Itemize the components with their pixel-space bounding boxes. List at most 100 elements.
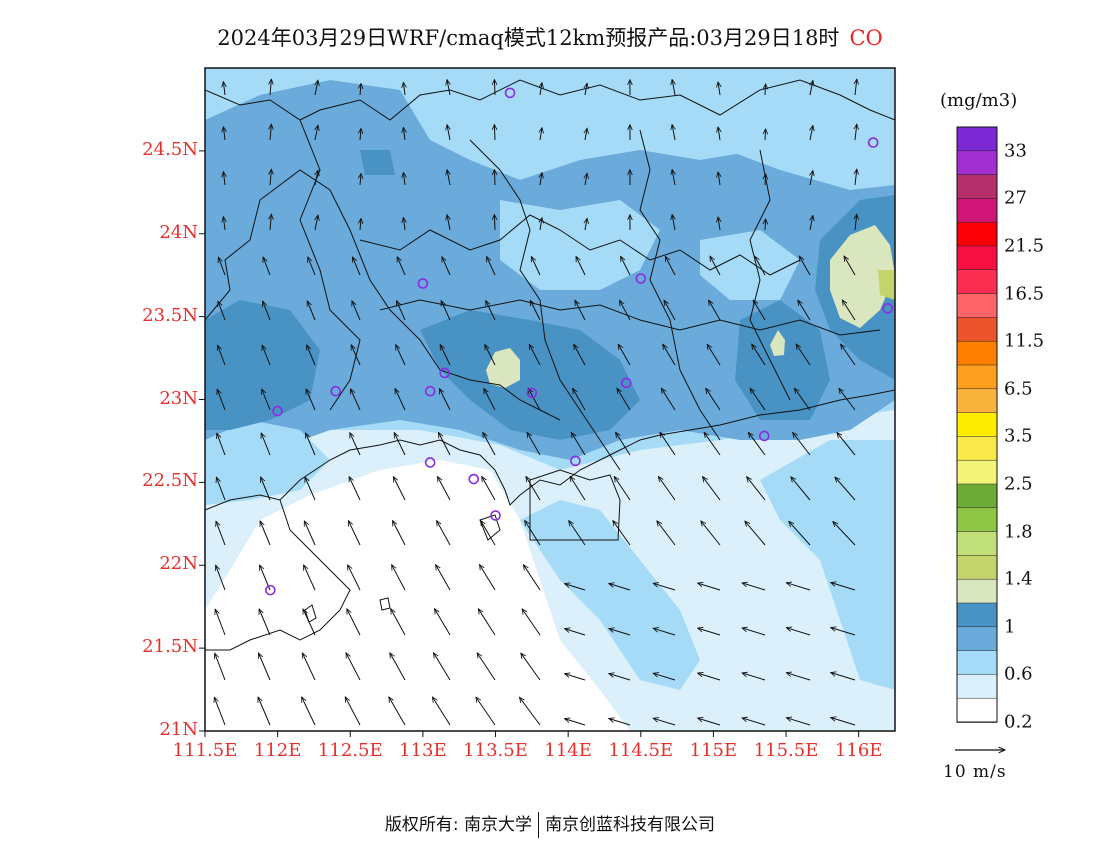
- latitude-label: 23.5N: [142, 304, 198, 326]
- wind-vector: [303, 521, 316, 546]
- wind-vector: [447, 170, 450, 186]
- wind-vector: [481, 521, 496, 546]
- station-marker: [330, 385, 342, 397]
- colorbar-segment: [956, 531, 998, 557]
- wind-vector: [215, 653, 226, 681]
- wind-vector: [855, 79, 857, 96]
- latitude-label: 24N: [159, 221, 198, 243]
- wind-vector: [403, 127, 405, 141]
- wind-vector: [259, 609, 271, 636]
- wind-vector: [585, 128, 587, 141]
- wind-vector: [315, 170, 318, 186]
- wind-vector: [315, 80, 318, 96]
- wind-vector: [216, 565, 226, 591]
- wind-vector: [742, 673, 766, 681]
- station-marker: [490, 510, 501, 521]
- wind-vector: [765, 174, 766, 186]
- wind-vector: [653, 583, 676, 591]
- colorbar-segment: [956, 269, 998, 295]
- wind-vector: [661, 388, 676, 411]
- wind-vector: [485, 301, 496, 321]
- wind-vector: [306, 389, 316, 411]
- field-region: [420, 310, 640, 440]
- wind-vector: [346, 653, 361, 681]
- wind-vector: [262, 389, 271, 411]
- wind-vector: [618, 344, 631, 366]
- colorbar-segment: [956, 221, 998, 247]
- concentration-field: [205, 68, 895, 731]
- wind-vector: [585, 218, 587, 231]
- hongkong-box: [529, 469, 621, 541]
- species-label: CO: [849, 26, 883, 50]
- colorbar-segment: [956, 150, 998, 176]
- county-boundary-c: [469, 139, 621, 471]
- colorbar-label: 3.5: [1004, 425, 1033, 447]
- station-marker: [417, 278, 429, 289]
- wind-vector: [672, 215, 675, 231]
- wind-vector: [664, 300, 676, 321]
- field-region: [520, 500, 700, 690]
- field-region: [205, 420, 330, 505]
- longitude-label: 112.5E: [317, 740, 383, 761]
- county-boundary-d: [639, 129, 721, 441]
- longitude-label: 114E: [544, 740, 592, 761]
- wind-vector: [841, 344, 856, 366]
- wind-vector: [706, 388, 721, 411]
- colorbar-segment: [956, 317, 998, 342]
- coastline-west: [205, 499, 351, 651]
- colorbar-segment: [956, 626, 998, 652]
- reference-vector-label: 10 m/s: [943, 762, 1007, 782]
- wind-vector: [393, 521, 406, 546]
- county-boundary-e: [749, 149, 791, 401]
- wind-vector: [360, 128, 361, 141]
- wind-vector: [403, 217, 405, 231]
- wind-vector: [742, 718, 766, 726]
- wind-vector: [698, 583, 721, 591]
- wind-vector: [570, 476, 586, 501]
- colorbar-segment: [956, 293, 998, 319]
- wind-vector: [480, 565, 496, 591]
- wind-vector: [438, 477, 451, 501]
- wind-vector: [494, 125, 495, 141]
- wind-vector: [574, 344, 586, 366]
- wind-vector: [439, 345, 451, 366]
- colorbar-label: 0.2: [1004, 711, 1033, 733]
- wind-vector: [394, 389, 406, 411]
- wind-vector: [307, 345, 316, 366]
- latitude-label: 24.5N: [142, 138, 198, 160]
- wind-vector: [753, 300, 766, 321]
- wind-vector: [214, 697, 226, 726]
- monitoring-stations: [265, 87, 894, 596]
- wind-vector: [810, 216, 813, 231]
- longitude-label: 116E: [834, 740, 883, 761]
- wind-vector: [844, 256, 856, 276]
- wind-vector: [569, 521, 586, 546]
- colorbar-label: 27: [1004, 187, 1027, 209]
- wind-vector: [718, 127, 720, 141]
- wind-vector: [447, 215, 450, 231]
- wind-vector: [796, 344, 811, 366]
- wind-vector: [223, 172, 225, 186]
- wind-vector: [653, 718, 676, 726]
- colorbar-label: 21.5: [1004, 235, 1045, 257]
- station-marker: [439, 367, 450, 379]
- latitude-label: 22N: [159, 553, 198, 575]
- wind-vector: [855, 169, 857, 186]
- wind-vector: [617, 388, 631, 411]
- colorbar-label: 0.6: [1004, 663, 1033, 685]
- wind-vector: [270, 124, 271, 141]
- wind-vector: [397, 257, 406, 276]
- wind-vector: [494, 215, 495, 231]
- wind-vector: [530, 300, 541, 321]
- footer-left: 版权所有: 南京大学: [384, 815, 533, 835]
- wind-vector: [223, 217, 225, 231]
- wind-vector: [437, 521, 451, 546]
- wind-vector: [698, 673, 721, 681]
- wind-vector: [349, 433, 361, 456]
- station-marker: [620, 377, 632, 389]
- wind-vector: [745, 521, 766, 546]
- station-marker: [635, 273, 647, 284]
- wind-vector: [831, 718, 856, 726]
- wind-vector: [672, 170, 675, 186]
